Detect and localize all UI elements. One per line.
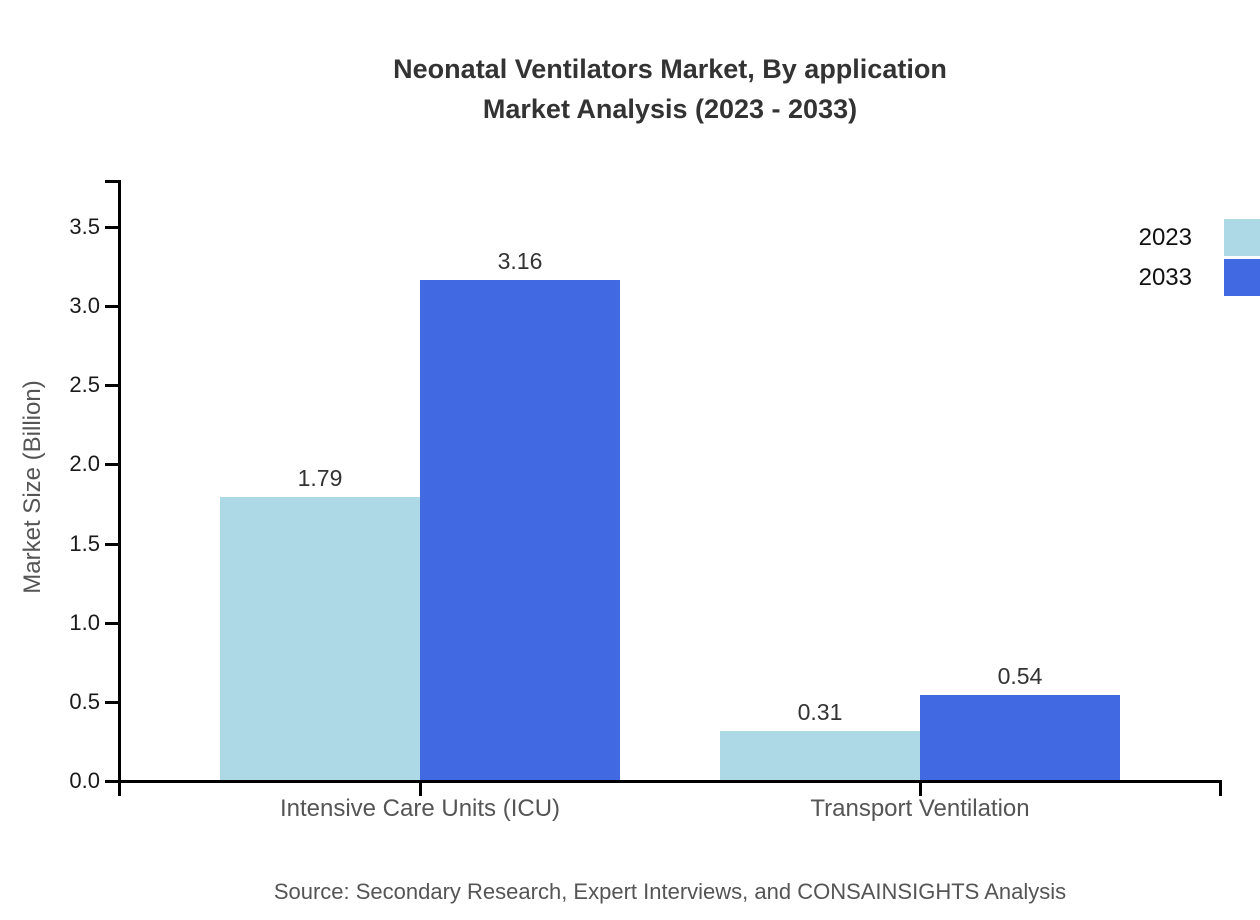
x-axis-end-cap [1219, 780, 1222, 796]
bar-2023-category1 [720, 731, 920, 780]
y-tick [105, 780, 118, 783]
x-tick [419, 780, 422, 796]
y-axis-top-cap [105, 180, 121, 183]
x-category-label: Intensive Care Units (ICU) [279, 795, 561, 822]
y-tick [105, 622, 118, 625]
legend-item-label-2033: 2033 [1138, 264, 1192, 291]
y-tick-label: 1.5 [69, 531, 100, 556]
y-tick-label: 2.5 [69, 372, 100, 397]
y-axis-line [118, 180, 121, 796]
chart-title-line1: Neonatal Ventilators Market, By applicat… [393, 54, 947, 84]
y-tick-label: 0.0 [69, 768, 100, 793]
legend-swatch-2033 [1224, 259, 1260, 296]
legend-item-label-2023: 2023 [1138, 224, 1192, 251]
chart-title-line2: Market Analysis (2023 - 2033) [482, 94, 858, 124]
source-note: Source: Secondary Research, Expert Inter… [273, 879, 1067, 904]
y-tick [105, 463, 118, 466]
y-tick-label: 3.5 [69, 214, 100, 239]
y-tick-label: 2.0 [69, 451, 100, 476]
bar-2033-category0 [420, 280, 620, 780]
bar-2023-category0 [220, 497, 420, 780]
y-tick [105, 305, 118, 308]
y-tick [105, 543, 118, 546]
y-tick [105, 701, 118, 704]
y-tick [105, 384, 118, 387]
x-tick [919, 780, 922, 796]
y-tick [105, 226, 118, 229]
x-category-label: Transport Ventilation [810, 795, 1030, 822]
bar-2033-category1 [920, 695, 1120, 780]
chart-title: Neonatal Ventilators Market, By applicat… [80, 49, 1260, 129]
bar-value-label: 1.79 [297, 465, 343, 491]
y-tick-label: 3.0 [69, 293, 100, 318]
y-tick-label: 0.5 [69, 689, 100, 714]
legend-swatch-2023 [1224, 219, 1260, 256]
y-tick-label: 1.0 [69, 610, 100, 635]
x-axis-line [105, 780, 1222, 783]
bar-value-label: 3.16 [497, 248, 543, 274]
bar-value-label: 0.54 [997, 663, 1043, 689]
bar-value-label: 0.31 [797, 699, 843, 725]
